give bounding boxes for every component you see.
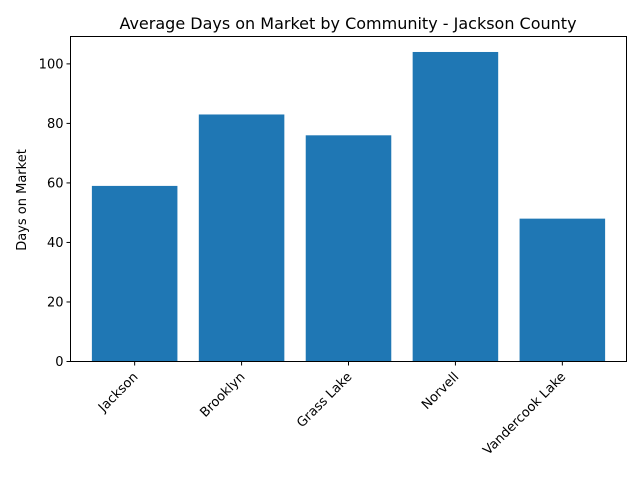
y-tick-label: 0 — [55, 355, 63, 370]
bar-brooklyn — [198, 114, 285, 362]
x-tick-label: Grass Lake — [294, 370, 355, 431]
x-tick-label: Brooklyn — [198, 370, 249, 421]
y-tick-label: 100 — [39, 57, 64, 72]
x-tick-label: Vandercook Lake — [481, 370, 570, 459]
y-axis: 0 20 40 60 80 100 — [39, 57, 71, 370]
x-axis: Jackson Brooklyn Grass Lake Norvell Vanderco… — [95, 361, 570, 459]
bar-norvell — [412, 51, 499, 362]
y-axis-label: Days on Market — [15, 149, 30, 251]
bar-jackson — [91, 185, 178, 362]
y-tick-label: 40 — [47, 236, 64, 251]
y-tick-label: 20 — [47, 295, 64, 310]
chart-title: Average Days on Market by Community - Ja… — [119, 14, 576, 33]
y-tick-label: 80 — [47, 117, 64, 132]
bars-group — [91, 51, 606, 362]
x-tick-label: Norvell — [419, 370, 462, 413]
x-tick-label: Jackson — [95, 370, 141, 416]
bar-grass-lake — [305, 135, 392, 362]
bar-vandercook-lake — [519, 218, 606, 362]
plot-frame — [70, 36, 627, 362]
y-tick-label: 60 — [47, 176, 64, 191]
